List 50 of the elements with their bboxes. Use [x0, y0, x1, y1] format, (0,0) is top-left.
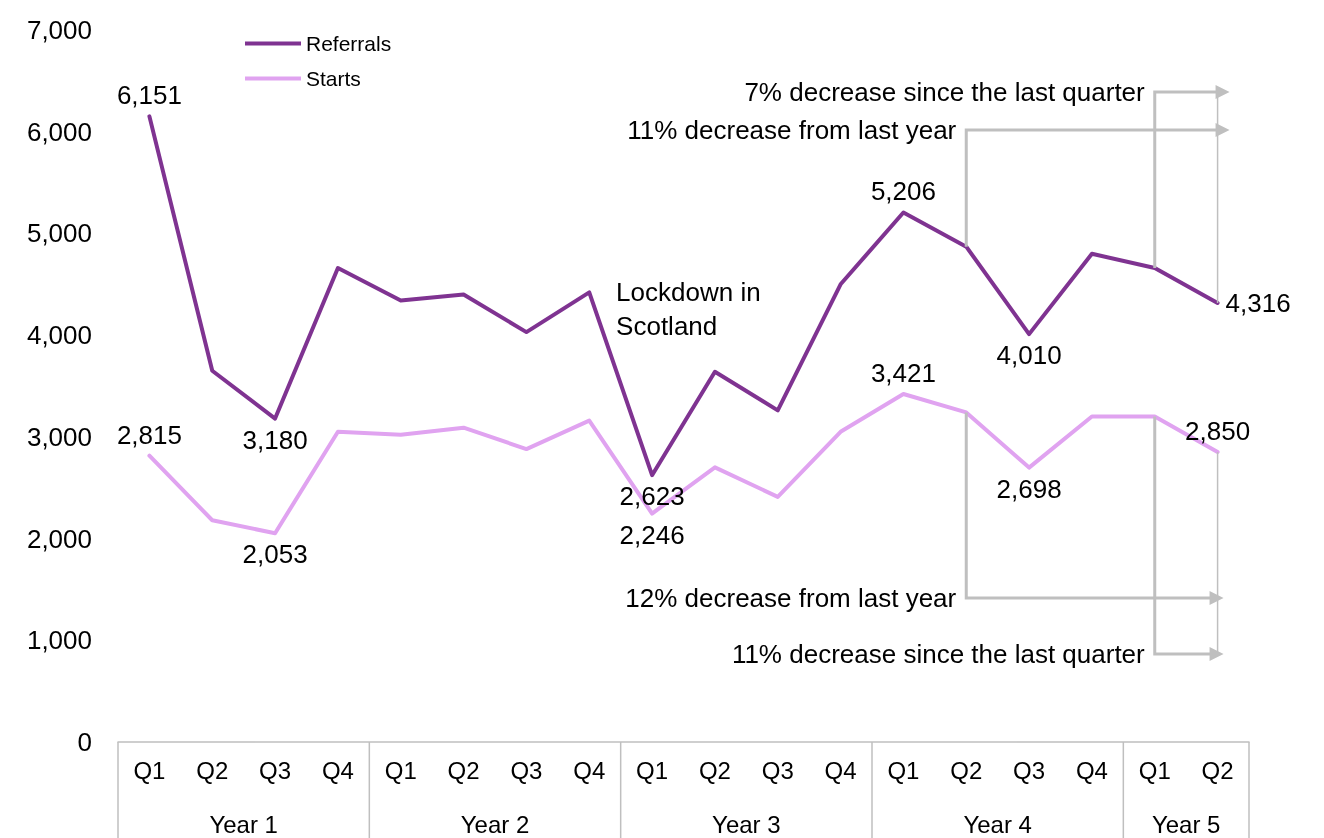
y-tick-label: 5,000	[26, 218, 92, 249]
legend-label: Starts	[306, 67, 361, 90]
x-tick-label: Q2	[196, 756, 229, 784]
annotation: 7% decrease since the last quarter	[744, 77, 1146, 107]
x-tick-label: Q2	[698, 756, 731, 784]
x-tick-label: Q4	[1075, 756, 1108, 784]
x-tick-label: Q3	[761, 756, 794, 784]
data-label: 5,206	[870, 176, 936, 207]
text: Year 1	[209, 810, 278, 838]
data-label: 2,815	[116, 419, 182, 450]
annotation: 11% decrease since the last quarter	[731, 639, 1146, 669]
y-tick-label: 7,000	[26, 15, 92, 45]
x-tick-label: Q2	[1201, 756, 1234, 784]
x-tick-label: Q1	[1138, 756, 1171, 784]
data-label: 3,421	[870, 358, 936, 389]
legend-label: Referrals	[306, 32, 392, 55]
x-tick-label: Q3	[510, 756, 543, 784]
x-tick-label: Q3	[259, 756, 292, 784]
y-tick-label: 1,000	[26, 625, 92, 656]
y-tick-label: 4,000	[26, 320, 92, 351]
data-label: 2,623	[619, 481, 685, 512]
y-tick-label: 0	[77, 727, 92, 757]
x-tick-label: Q2	[447, 756, 480, 784]
data-label: 6,151	[116, 80, 182, 111]
text: Year 4	[963, 810, 1032, 838]
data-label: 2,053	[242, 539, 308, 570]
annotation: Lockdown in Scotland	[616, 277, 768, 341]
data-label: 2,850	[1185, 416, 1251, 447]
data-label: 4,010	[996, 340, 1062, 371]
x-tick-label: Q4	[824, 756, 857, 784]
x-tick-label: Q1	[133, 756, 166, 784]
x-tick-label: Q1	[887, 756, 920, 784]
y-tick-label: 2,000	[26, 523, 92, 554]
text: Year 3	[712, 810, 781, 838]
data-label: 3,180	[242, 424, 308, 455]
data-label: 4,316	[1225, 288, 1291, 318]
data-label: 2,246	[619, 519, 685, 550]
x-tick-label: Q4	[321, 756, 354, 784]
x-tick-label: Q3	[1013, 756, 1046, 784]
x-tick-label: Q4	[573, 756, 606, 784]
data-label: 2,698	[996, 473, 1062, 504]
x-tick-label: Q1	[636, 756, 669, 784]
x-tick-label: Q1	[384, 756, 417, 784]
annotation: 12% decrease from last year	[625, 583, 957, 613]
y-tick-label: 6,000	[26, 116, 92, 147]
text: Year 5	[1151, 810, 1221, 838]
y-tick-label: 3,000	[26, 421, 92, 452]
annotation: 11% decrease from last year	[627, 115, 957, 145]
text: Year 2	[460, 810, 530, 838]
x-tick-label: Q2	[950, 756, 983, 784]
